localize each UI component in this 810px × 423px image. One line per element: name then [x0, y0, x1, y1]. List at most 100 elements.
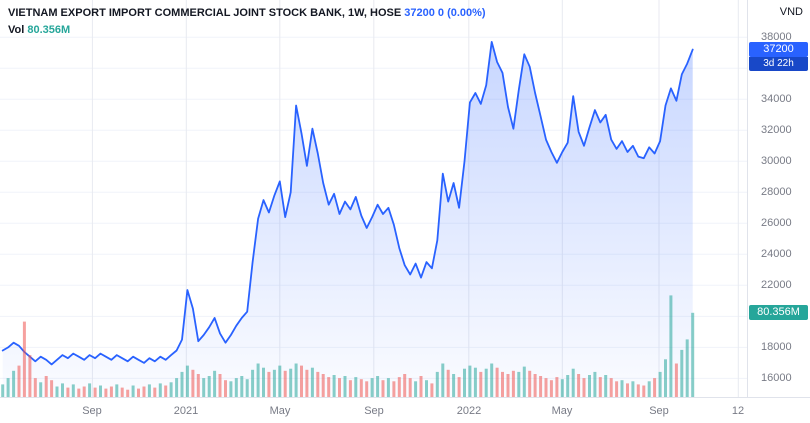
- volume-bar: [626, 383, 629, 397]
- volume-bar: [218, 374, 222, 397]
- volume-bar: [359, 379, 363, 397]
- time-tick-label: Sep: [364, 405, 384, 417]
- volume-bar: [61, 383, 64, 397]
- volume-bar: [142, 386, 146, 397]
- volume-bar: [457, 377, 461, 397]
- price-axis[interactable]: VND 37200 3d 22h 80.356M 380003600034000…: [747, 0, 810, 397]
- volume-bar: [636, 384, 640, 397]
- time-tick-label: Sep: [649, 405, 669, 417]
- volume-bar: [289, 368, 293, 397]
- volume-bar: [588, 375, 591, 397]
- volume-bar: [392, 381, 396, 397]
- volume-label: Vol: [8, 24, 25, 36]
- time-tick-label: 2021: [173, 405, 199, 417]
- volume-bar: [490, 363, 494, 397]
- volume-bar: [262, 367, 265, 397]
- volume-bar: [539, 376, 543, 397]
- volume-bar: [680, 349, 684, 397]
- volume-bar: [593, 371, 597, 397]
- volume-bar: [251, 369, 255, 397]
- volume-bar: [348, 380, 352, 397]
- volume-bar: [642, 385, 646, 397]
- volume-bar: [120, 387, 124, 397]
- volume-bar: [446, 369, 450, 397]
- volume-bar: [207, 376, 211, 397]
- volume-bar: [528, 370, 532, 397]
- volume-bar: [560, 379, 564, 397]
- price-change: 0 (0.00%): [437, 7, 486, 19]
- volume-bar: [126, 389, 130, 397]
- volume-bar: [283, 370, 287, 397]
- volume-bar: [137, 388, 140, 397]
- volume-bar: [50, 380, 54, 397]
- price-tick-label: 38000: [761, 31, 792, 43]
- volume-bar: [419, 376, 423, 397]
- time-tick-label: Sep: [82, 405, 102, 417]
- symbol-legend[interactable]: VIETNAM EXPORT IMPORT COMMERCIAL JOINT S…: [8, 5, 486, 38]
- area-fill: [2, 41, 693, 397]
- volume-bar: [381, 380, 385, 397]
- volume-series: [1, 295, 695, 397]
- volume-bar: [115, 384, 119, 397]
- volume-bar: [158, 383, 162, 397]
- volume-bar: [484, 368, 488, 397]
- volume-bar: [506, 374, 510, 397]
- volume-bar: [6, 378, 10, 397]
- last-price: 37200: [404, 7, 435, 19]
- volume-bar: [316, 371, 320, 397]
- time-tick-label: 12: [731, 405, 745, 417]
- volume-bar: [566, 375, 570, 397]
- volume-bar: [609, 378, 613, 397]
- last-price-badge: 37200: [749, 42, 808, 57]
- volume-bar: [185, 365, 189, 397]
- volume-bar: [278, 365, 282, 397]
- volume-bar: [468, 365, 472, 397]
- volume-bar: [88, 383, 92, 397]
- volume-bar: [180, 371, 184, 397]
- volume-bar: [522, 366, 526, 397]
- volume-bar: [365, 381, 369, 397]
- volume-value: 80.356M: [27, 24, 71, 36]
- volume-bar: [620, 380, 624, 397]
- volume-bar: [386, 378, 390, 397]
- volume-bar: [430, 383, 434, 397]
- volume-bar: [305, 369, 309, 397]
- volume-bar: [93, 387, 97, 397]
- volume-bar: [647, 381, 651, 397]
- price-tick-label: 16000: [761, 372, 792, 384]
- volume-bar: [153, 387, 157, 397]
- volume-bar: [653, 378, 657, 397]
- volume-bar: [272, 369, 276, 397]
- volume-bar: [354, 377, 358, 397]
- volume-bar: [327, 377, 331, 397]
- volume-bar: [664, 359, 667, 397]
- volume-bar: [164, 385, 168, 397]
- price-tick-label: 34000: [761, 93, 792, 105]
- volume-bar: [495, 367, 499, 397]
- price-chart-canvas[interactable]: [0, 0, 747, 397]
- volume-bar: [473, 367, 477, 397]
- volume-bar: [691, 312, 695, 397]
- volume-bar: [82, 386, 86, 397]
- time-axis[interactable]: Sep 2021 May Sep 2022 May Sep 12: [0, 397, 810, 423]
- volume-bar: [631, 381, 635, 397]
- volume-bar: [224, 380, 227, 397]
- volume-bar: [196, 374, 200, 397]
- currency-label: VND: [779, 6, 803, 18]
- volume-bar: [240, 376, 244, 397]
- volume-bar: [267, 371, 271, 397]
- volume-bar: [321, 374, 325, 397]
- price-tick-label: 24000: [761, 248, 792, 260]
- volume-bar: [674, 363, 678, 397]
- volume-bar: [452, 374, 456, 397]
- volume-bar: [104, 388, 108, 397]
- volume-bar: [147, 384, 151, 397]
- volume-bar: [245, 379, 249, 397]
- symbol-title[interactable]: VIETNAM EXPORT IMPORT COMMERCIAL JOINT S…: [8, 7, 402, 19]
- volume-bar: [604, 375, 608, 397]
- volume-bar: [332, 375, 336, 397]
- volume-bar: [615, 381, 619, 397]
- volume-bar: [343, 376, 347, 397]
- volume-bar: [549, 380, 553, 397]
